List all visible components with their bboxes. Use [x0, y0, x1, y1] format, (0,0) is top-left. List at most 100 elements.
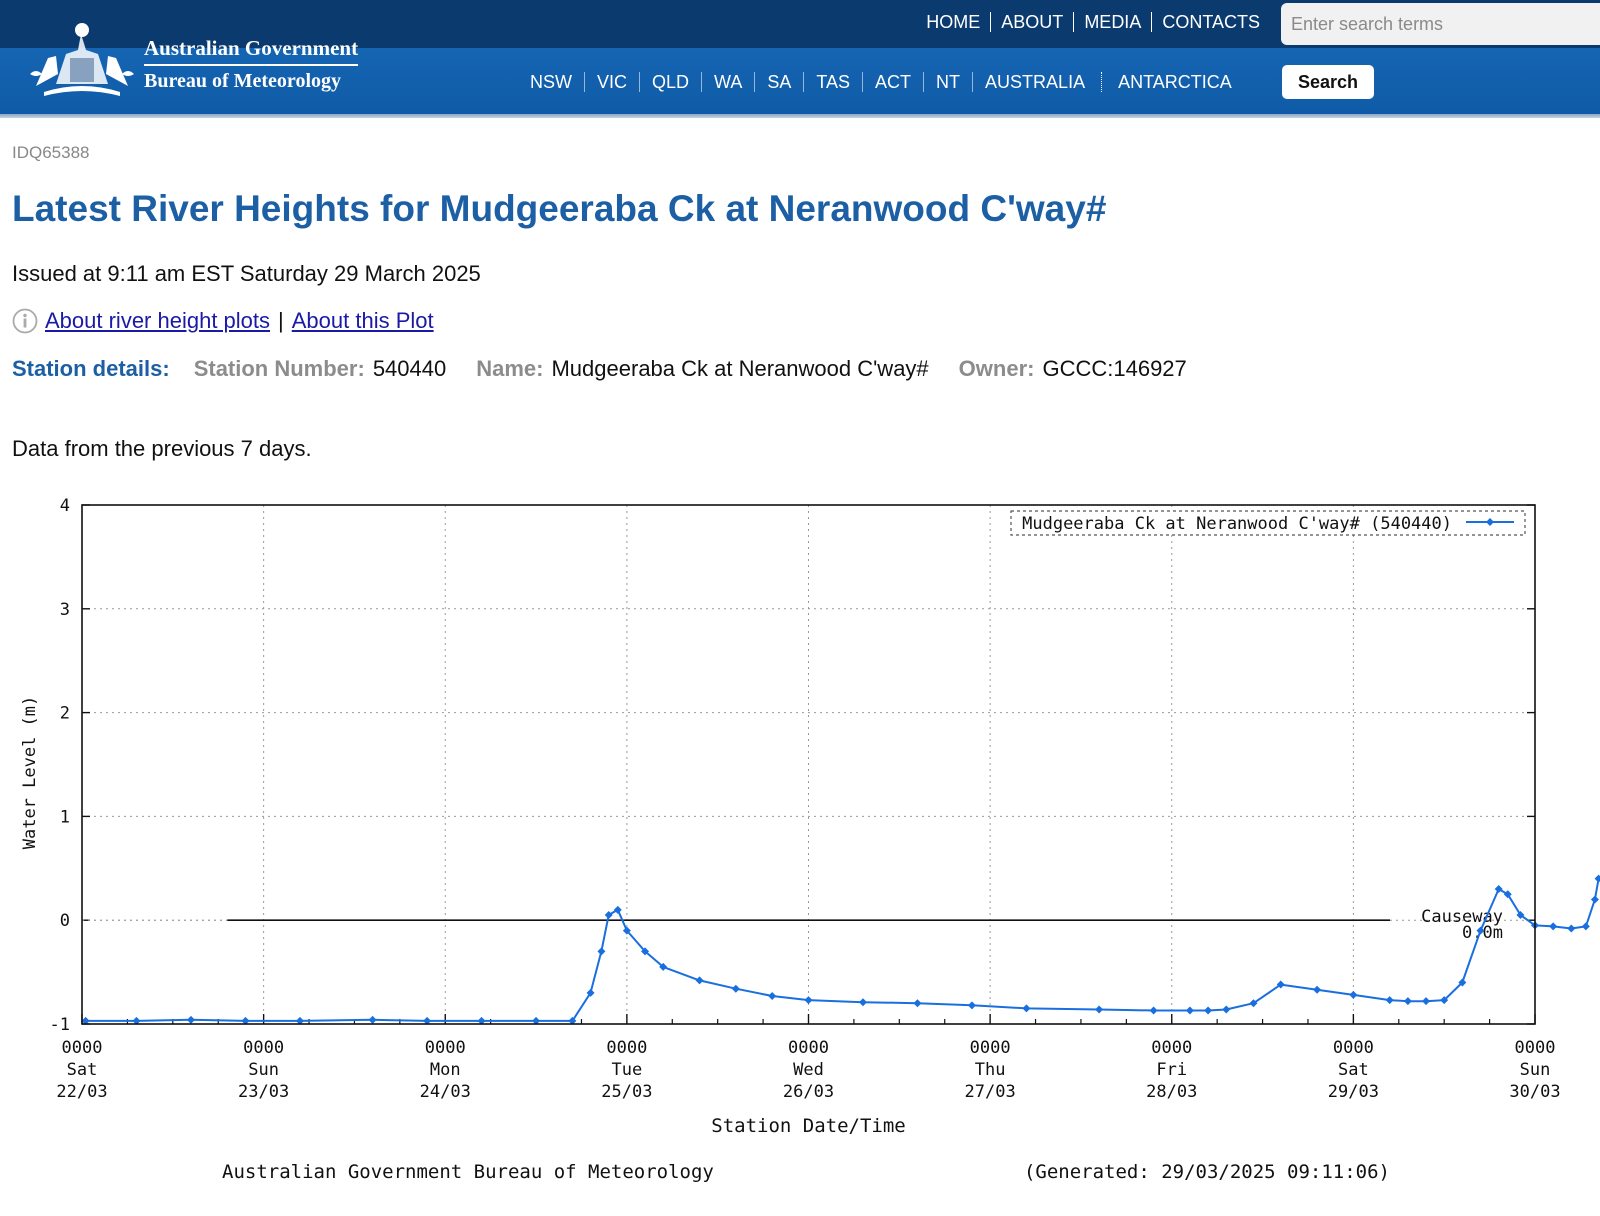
legend-marker: [1486, 518, 1494, 526]
x-tick-label: 0000: [970, 1038, 1011, 1058]
data-point: [1440, 996, 1449, 1005]
data-point: [586, 988, 595, 997]
x-tick-label: 0000: [243, 1038, 284, 1058]
state-link-sa[interactable]: SA: [754, 72, 803, 92]
data-point: [1494, 885, 1503, 894]
data-point: [1222, 1005, 1231, 1014]
x-tick-label: Tue: [612, 1060, 643, 1080]
data-point: [477, 1016, 486, 1025]
x-tick-label: 0000: [788, 1038, 829, 1058]
page-title: Latest River Heights for Mudgeeraba Ck a…: [12, 188, 1107, 229]
x-tick-label: 0000: [425, 1038, 466, 1058]
data-point: [804, 996, 813, 1005]
state-link-act[interactable]: ACT: [862, 72, 923, 92]
data-point: [1403, 997, 1412, 1006]
data-point: [568, 1016, 577, 1025]
state-link-vic[interactable]: VIC: [584, 72, 639, 92]
coat-of-arms-icon: [30, 23, 134, 96]
x-tick-label: 23/03: [238, 1082, 289, 1102]
y-tick-label: 4: [60, 496, 70, 516]
y-tick-label: 0: [60, 911, 70, 931]
info-circle-icon: [12, 308, 38, 334]
bom-logo[interactable]: Australian Government Bureau of Meteorol…: [26, 14, 371, 100]
x-tick-labels: 0000Sat22/030000Sun23/030000Mon24/030000…: [56, 1038, 1560, 1102]
data-point: [1503, 890, 1512, 899]
x-tick-label: 0000: [1151, 1038, 1192, 1058]
site-header: Australian Government Bureau of Meteorol…: [0, 0, 1600, 118]
data-point: [423, 1016, 432, 1025]
data-point: [81, 1016, 90, 1025]
data-point: [1567, 924, 1576, 933]
nav-about-link[interactable]: ABOUT: [990, 12, 1073, 32]
agency-name: Bureau of Meteorology: [144, 70, 342, 92]
plot-info-links: About river height plots | About this Pl…: [12, 308, 434, 334]
data-point: [1476, 926, 1485, 935]
state-link-qld[interactable]: QLD: [639, 72, 701, 92]
y-axis-label: Water Level (m): [20, 696, 40, 850]
data-point: [1349, 990, 1358, 999]
data-point: [1276, 980, 1285, 989]
y-tick-label: 2: [60, 704, 70, 724]
station-name-value: Mudgeeraba Ck at Neranwood C'way#: [551, 356, 929, 381]
x-tick-label: 0000: [1515, 1038, 1556, 1058]
y-tick-label: -1: [50, 1015, 70, 1035]
state-link-tas[interactable]: TAS: [803, 72, 862, 92]
state-navigation: NSW VIC QLD WA SA TAS ACT NT AUSTRALIA A…: [518, 70, 1244, 94]
top-navigation: HOME ABOUT MEDIA CONTACTS: [916, 10, 1270, 34]
data-point: [695, 976, 704, 985]
x-tick-label: Thu: [975, 1060, 1006, 1080]
data-point: [768, 991, 777, 1000]
state-link-australia[interactable]: AUSTRALIA: [972, 72, 1097, 92]
data-point: [368, 1015, 377, 1024]
station-number-value: 540440: [372, 356, 447, 381]
chart-grid: [81, 504, 1536, 1025]
legend-box: [1010, 510, 1526, 536]
data-point: [659, 962, 668, 971]
x-tick-label: 0000: [606, 1038, 647, 1058]
data-point: [532, 1016, 541, 1025]
data-point: [1516, 911, 1525, 920]
search-input[interactable]: [1281, 3, 1600, 45]
station-number-label: Station Number:: [193, 356, 365, 381]
x-tick-label: 24/03: [420, 1082, 471, 1102]
data-range-note: Data from the previous 7 days.: [12, 436, 312, 461]
search-button[interactable]: Search: [1282, 65, 1374, 99]
station-details: Station details: Station Number: 540440 …: [12, 356, 1217, 382]
state-link-nsw[interactable]: NSW: [530, 72, 572, 92]
data-point: [295, 1016, 304, 1025]
state-link-nt[interactable]: NT: [923, 72, 972, 92]
x-axis-label: Station Date/Time: [711, 1115, 905, 1137]
data-point: [613, 905, 622, 914]
nav-media-link[interactable]: MEDIA: [1073, 12, 1151, 32]
x-tick-label: 29/03: [1328, 1082, 1379, 1102]
data-point: [1022, 1004, 1031, 1013]
data-point: [132, 1016, 141, 1025]
x-tick-label: Sun: [248, 1060, 279, 1080]
station-details-heading: Station details:: [12, 356, 170, 381]
link-separator: |: [278, 308, 284, 333]
government-name: Australian Government: [144, 36, 359, 60]
data-point: [913, 999, 922, 1008]
x-tick-label: 0000: [62, 1038, 103, 1058]
x-tick-label: 25/03: [601, 1082, 652, 1102]
state-link-antarctica[interactable]: ANTARCTICA: [1101, 72, 1244, 92]
chart-footer-credit: Australian Government Bureau of Meteorol…: [222, 1161, 714, 1183]
data-point: [186, 1015, 195, 1024]
x-tick-label: Fri: [1156, 1060, 1187, 1080]
x-tick-label: Wed: [793, 1060, 824, 1080]
nav-home-link[interactable]: HOME: [926, 12, 981, 32]
data-point: [731, 984, 740, 993]
about-river-height-plots-link[interactable]: About river height plots: [45, 308, 271, 333]
x-tick-label: Sun: [1520, 1060, 1551, 1080]
series-line: [85, 875, 1600, 1022]
x-tick-label: Sat: [1338, 1060, 1369, 1080]
about-this-plot-link[interactable]: About this Plot: [291, 308, 434, 333]
data-point: [641, 947, 650, 956]
nav-contacts-link[interactable]: CONTACTS: [1151, 12, 1270, 32]
data-point: [597, 947, 606, 956]
state-link-wa[interactable]: WA: [701, 72, 754, 92]
data-point: [858, 998, 867, 1007]
causeway-threshold: Causeway 0.0m: [82, 907, 1503, 943]
data-point: [1581, 922, 1590, 931]
